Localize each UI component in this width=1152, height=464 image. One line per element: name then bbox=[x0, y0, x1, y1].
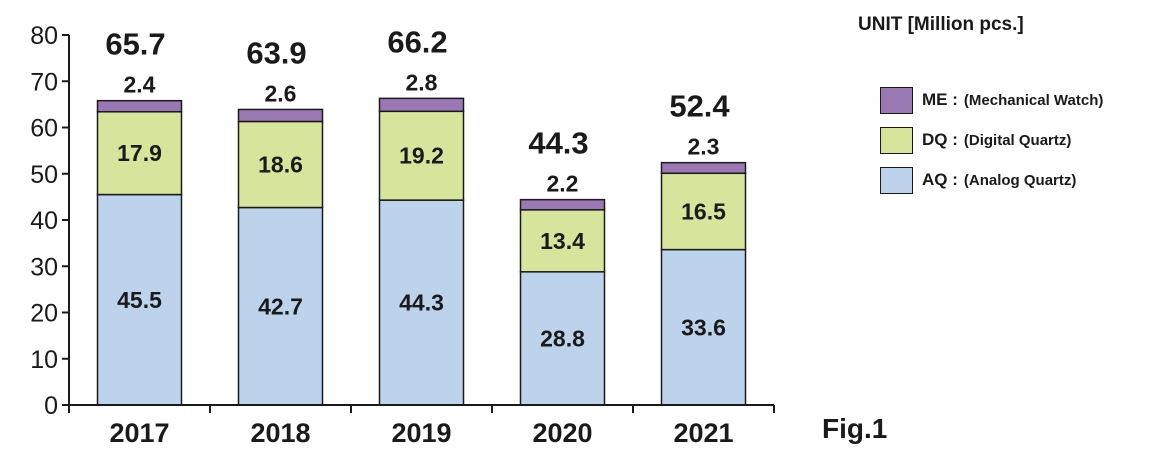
y-tick-label: 40 bbox=[30, 207, 58, 235]
bar-value-label-dq: 13.4 bbox=[540, 228, 585, 254]
bar-segment-me bbox=[519, 198, 606, 211]
legend-desc-dq: (Digital Quartz) bbox=[963, 131, 1072, 149]
legend-item-dq: DQ : (Digital Quartz) bbox=[880, 126, 1103, 154]
bar-value-label-me: 2.8 bbox=[406, 69, 438, 95]
x-tick-label: 2018 bbox=[250, 418, 310, 448]
bar-total-label: 65.7 bbox=[105, 27, 165, 62]
bar-value-label-aq: 42.7 bbox=[258, 293, 303, 319]
x-tick-label: 2020 bbox=[532, 418, 592, 448]
y-tick-label: 0 bbox=[44, 392, 58, 420]
y-tick-label: 60 bbox=[30, 115, 58, 143]
bar-segment-me bbox=[96, 99, 183, 113]
legend-item-aq: AQ : (Analog Quartz) bbox=[880, 166, 1103, 194]
unit-label: UNIT [Million pcs.] bbox=[858, 14, 1024, 35]
bar-segment-me bbox=[660, 161, 747, 175]
figure-label: Fig.1 bbox=[822, 413, 888, 444]
x-axis-labels: 2017 2018 2019 2020 2021 bbox=[109, 418, 733, 448]
y-axis-ticks: 0 10 20 30 40 50 60 70 80 bbox=[30, 22, 775, 420]
bar-value-label-me: 2.4 bbox=[124, 72, 156, 98]
y-tick-label: 20 bbox=[30, 300, 58, 328]
bar-segment-aq bbox=[660, 248, 747, 406]
y-tick-label: 70 bbox=[30, 68, 58, 96]
bar-value-label-aq: 44.3 bbox=[399, 290, 444, 316]
bar-value-label-me: 2.3 bbox=[688, 134, 720, 160]
bar-value-label-aq: 33.6 bbox=[681, 314, 726, 340]
bar-segment-dq bbox=[378, 110, 465, 201]
bar-segment-dq bbox=[519, 209, 606, 273]
legend-colon: : bbox=[947, 90, 958, 109]
bar-segment-dq bbox=[660, 172, 747, 251]
bar-segment-me bbox=[237, 108, 324, 123]
legend-colon: : bbox=[947, 170, 958, 189]
legend-code-aq: AQ bbox=[922, 170, 948, 189]
bar-value-label-dq: 17.9 bbox=[117, 140, 162, 166]
bar-segment-dq bbox=[237, 120, 324, 209]
legend-swatch-me bbox=[880, 86, 913, 114]
legend-code-me: ME bbox=[922, 90, 948, 109]
y-tick-label: 80 bbox=[30, 22, 58, 50]
bar-value-label-me: 2.2 bbox=[547, 171, 579, 197]
x-tick-label: 2017 bbox=[109, 418, 169, 448]
legend-code-dq: DQ bbox=[922, 130, 948, 149]
x-tick-label: 2019 bbox=[391, 418, 451, 448]
bar-total-label: 66.2 bbox=[387, 24, 447, 59]
bar-labels-group: 45.5 17.9 2.4 65.7 42.7 18.6 2.6 63.9 44.3 19.2 2.… bbox=[105, 24, 730, 351]
legend-swatch-aq bbox=[880, 166, 913, 194]
legend-colon: : bbox=[947, 130, 958, 149]
bar-segment-aq bbox=[519, 271, 606, 406]
bar-value-label-dq: 16.5 bbox=[681, 198, 726, 224]
bar-value-label-dq: 18.6 bbox=[258, 152, 303, 178]
legend-swatch-dq bbox=[880, 126, 913, 154]
bar-total-label: 63.9 bbox=[246, 35, 306, 70]
bar-total-label: 52.4 bbox=[669, 89, 730, 124]
legend-item-me: ME : (Mechanical Watch) bbox=[880, 86, 1103, 114]
bar-segment-dq bbox=[96, 111, 183, 196]
bar-total-label: 44.3 bbox=[528, 126, 588, 161]
bar-value-label-me: 2.6 bbox=[265, 80, 297, 106]
x-tick-label: 2021 bbox=[673, 418, 733, 448]
y-tick-label: 50 bbox=[30, 161, 58, 189]
bar-segment-me bbox=[378, 97, 465, 113]
legend-desc-me: (Mechanical Watch) bbox=[963, 91, 1104, 109]
bar-value-label-dq: 19.2 bbox=[399, 143, 444, 169]
bar-value-label-aq: 28.8 bbox=[540, 325, 585, 351]
y-tick-label: 10 bbox=[30, 346, 58, 374]
bar-value-label-aq: 45.5 bbox=[117, 287, 162, 313]
y-tick-label: 30 bbox=[30, 253, 58, 281]
bars-group bbox=[96, 97, 747, 406]
bar-segment-aq bbox=[378, 199, 465, 406]
legend: ME : (Mechanical Watch) DQ : (Digital Qu… bbox=[880, 86, 1103, 206]
legend-desc-aq: (Analog Quartz) bbox=[963, 171, 1077, 189]
bar-segment-aq bbox=[237, 206, 324, 406]
